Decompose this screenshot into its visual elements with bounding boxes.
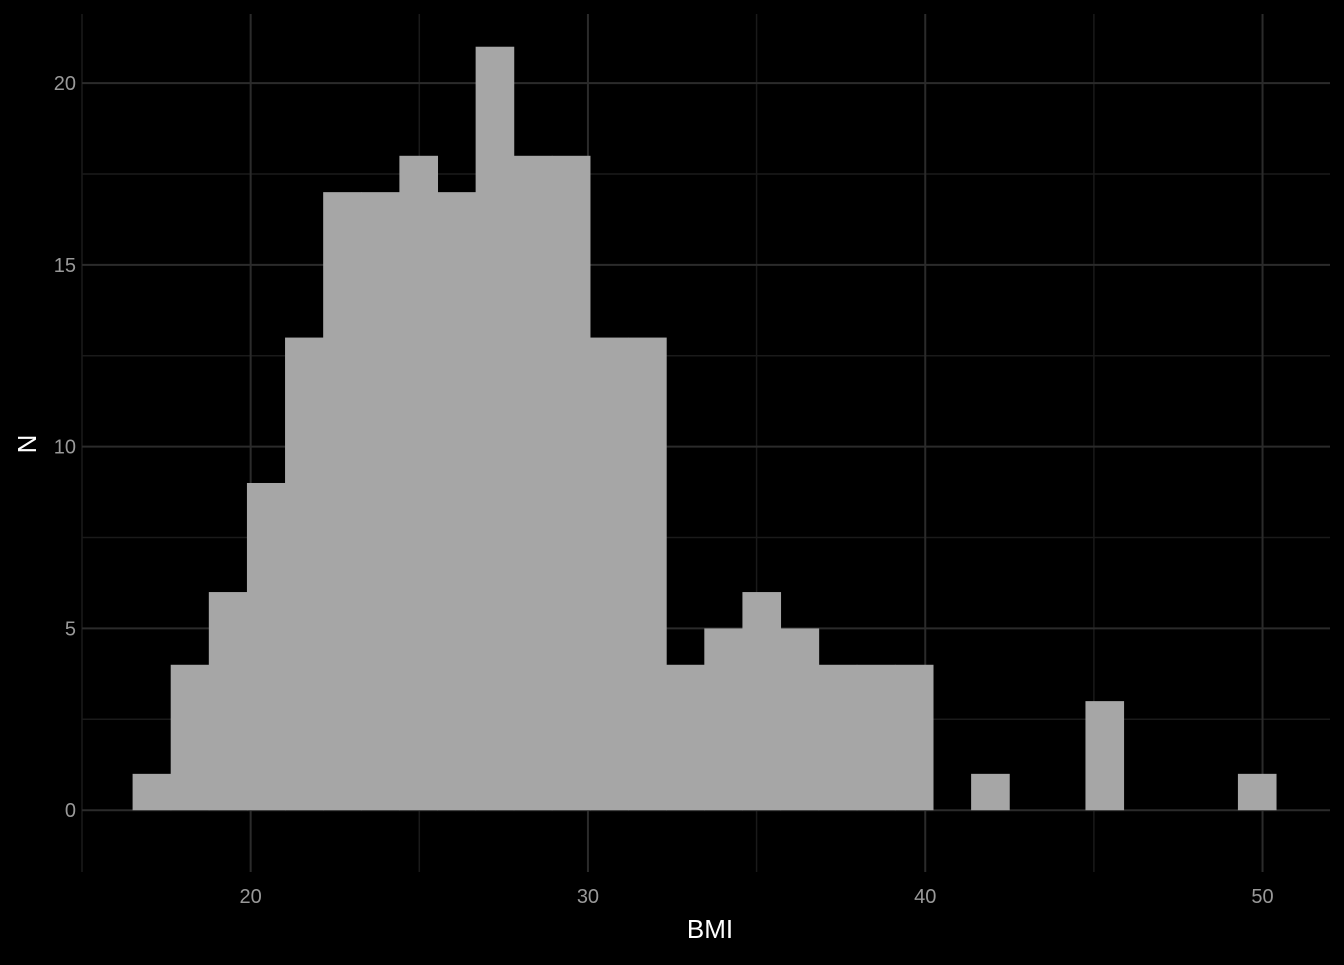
histogram-bar: [475, 46, 515, 811]
x-axis-tick-labels: 20 30 40 50: [240, 886, 1274, 908]
y-axis-title: N: [12, 435, 42, 454]
histogram-bar: [780, 628, 820, 811]
histogram-bar: [742, 592, 782, 811]
x-tick-label: 20: [240, 886, 262, 908]
histogram-bar: [551, 155, 591, 811]
x-tick-label: 40: [914, 886, 936, 908]
histogram-bar: [589, 337, 629, 811]
histogram-bar: [285, 337, 324, 811]
histogram-bar: [399, 155, 439, 811]
histogram-bar: [437, 192, 477, 811]
histogram-bars: [132, 46, 1277, 811]
y-tick-label: 5: [65, 618, 76, 640]
x-axis-title: BMI: [687, 914, 733, 944]
x-tick-label: 50: [1251, 886, 1273, 908]
histogram-bar: [971, 773, 1010, 811]
histogram-bar: [170, 664, 210, 811]
x-tick-label: 30: [577, 886, 599, 908]
histogram-bar: [132, 773, 172, 811]
y-axis-tick-labels: 0 5 10 15 20: [54, 73, 76, 822]
histogram-bar: [666, 664, 705, 811]
histogram-bar: [704, 628, 743, 811]
histogram-bar: [894, 664, 934, 811]
histogram-bar: [208, 592, 248, 811]
histogram-bar: [856, 664, 896, 811]
y-tick-label: 10: [54, 437, 76, 459]
histogram-bar: [323, 192, 362, 811]
histogram-bar: [628, 337, 667, 811]
y-tick-label: 20: [54, 73, 76, 95]
histogram-bar: [246, 482, 286, 811]
y-tick-label: 15: [54, 255, 76, 277]
histogram-bar: [818, 664, 858, 811]
histogram-bar: [1085, 701, 1125, 811]
histogram-bar: [1237, 773, 1277, 811]
histogram-bar: [513, 155, 553, 811]
y-tick-label: 0: [65, 800, 76, 822]
histogram-bar: [361, 192, 400, 811]
